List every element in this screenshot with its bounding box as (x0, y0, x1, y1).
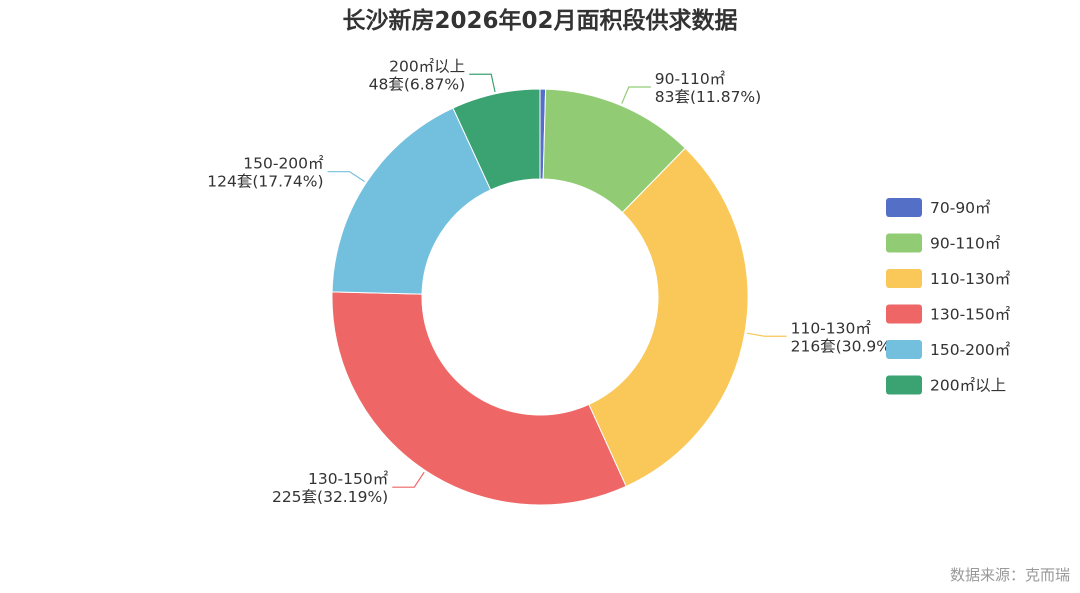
legend-label: 70-90㎡ (930, 199, 991, 217)
legend-swatch (886, 198, 922, 217)
slice-label-name: 150-200㎡ (243, 155, 324, 173)
slice-label-value: 124套(17.74%) (207, 173, 323, 191)
pie-slice (588, 147, 749, 487)
legend-swatch (886, 233, 922, 253)
slice-label-value: 48套(6.87%) (369, 75, 466, 93)
legend-swatch (886, 375, 922, 395)
callout-line (327, 171, 365, 183)
legend-swatch (886, 269, 922, 288)
slice-label-value: 83套(11.87%) (655, 88, 761, 106)
slice-label-value: 216套(30.9%) (791, 337, 897, 355)
legend-label: 150-200㎡ (930, 341, 1011, 359)
callout-line (392, 471, 425, 488)
callout-line (746, 332, 787, 337)
source-note: 数据来源：克而瑞 (950, 566, 1070, 584)
legend-label: 200㎡以上 (930, 377, 1006, 395)
legend-swatch (886, 304, 922, 324)
legend-label: 90-110㎡ (930, 235, 1001, 253)
legend-label: 130-150㎡ (930, 306, 1011, 324)
callout-line (469, 73, 496, 92)
slice-label-value: 225套(32.19%) (272, 488, 388, 506)
slice-label-name: 90-110㎡ (655, 70, 726, 88)
legend-swatch (886, 340, 922, 359)
slice-label-name: 130-150㎡ (308, 470, 389, 488)
legend-label: 110-130㎡ (930, 270, 1011, 288)
pie-slice (331, 107, 492, 295)
legend: 70-90㎡ 90-110㎡ 110-130㎡ 130-150㎡ 150-200㎡ 200… (886, 198, 1011, 395)
callout-line (621, 86, 651, 104)
slice-label-name: 200㎡以上 (389, 57, 465, 75)
pie-slices (331, 88, 749, 506)
chart-title: 长沙新房2026年02月面积段供求数据 (342, 7, 737, 34)
pie-slice (452, 88, 541, 191)
slice-label-name: 110-130㎡ (791, 319, 872, 337)
pie-slice (331, 291, 627, 506)
